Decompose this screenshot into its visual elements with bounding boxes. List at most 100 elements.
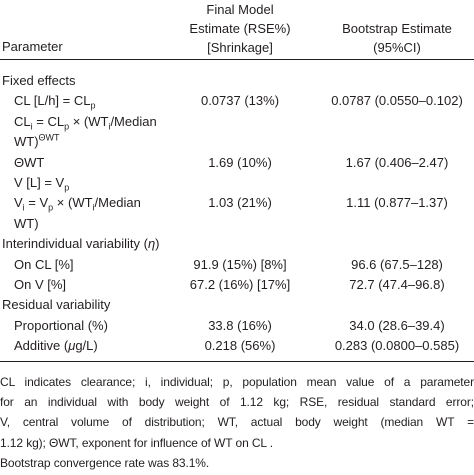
label-text: On V [%] xyxy=(14,277,67,293)
label-sub: p xyxy=(90,101,96,111)
value: 0.283 (0.0800–0.585) xyxy=(334,338,460,354)
value: 96.6 (67.5–128) xyxy=(351,256,443,272)
label-text: WT) xyxy=(14,215,39,231)
label-text: Residual variability xyxy=(2,297,111,313)
footnotes: CL indicates clearance; i, individual; p… xyxy=(0,372,474,473)
label-text: Interindividual variability ( xyxy=(2,236,148,252)
value-cell xyxy=(160,173,320,193)
value-cell xyxy=(320,295,474,315)
row-label: Proportional (%) xyxy=(0,316,160,336)
label-line: Additive (μg/L) xyxy=(14,336,160,356)
label-text: /Median xyxy=(94,195,141,211)
value-cell: 72.7 (47.4–96.8) xyxy=(320,275,474,295)
label-it: μ xyxy=(68,338,76,354)
value-cell: 91.9 (15%) [8%] xyxy=(160,255,320,275)
value: 0.218 (56%) xyxy=(204,338,276,354)
row-label: Residual variability xyxy=(0,295,160,315)
value: 1.03 (21%) xyxy=(208,195,272,211)
value-cell xyxy=(160,112,320,153)
label-line: On CL [%] xyxy=(14,255,160,275)
header-line: Estimate (RSE%) xyxy=(189,21,291,36)
table-row: On V [%] 67.2 (16%) [17%] 72.7 (47.4–96.8) xyxy=(0,275,474,295)
label-sub: p xyxy=(64,182,70,193)
value: 0.0787 (0.0550–0.102) xyxy=(331,93,463,109)
header-cell: Parameter xyxy=(2,39,63,54)
value-cell: 67.2 (16%) [17%] xyxy=(160,275,320,295)
table-row: V [L] = Vp xyxy=(0,173,474,193)
label-line: On V [%] xyxy=(14,275,160,295)
header-line: Bootstrap Estimate xyxy=(342,21,452,36)
value-cell: 1.03 (21%) xyxy=(160,193,320,234)
label-line: Fixed effects xyxy=(2,71,160,91)
label-sub: p xyxy=(48,203,54,214)
value: 1.69 (10%) xyxy=(208,154,272,170)
value: 34.0 (28.6–39.4) xyxy=(349,317,445,333)
value: 0.0737 (13%) xyxy=(200,93,280,109)
label-line: V [L] = Vp xyxy=(14,173,160,193)
label-line: CLi = CLp × (WTi/Median xyxy=(14,112,160,132)
footnote-line: Bootstrap convergence rate was 83.1%. xyxy=(0,455,210,470)
value-cell: 1.69 (10%) xyxy=(160,153,320,173)
footnote-line: V, central volume of distribution; WT, a… xyxy=(0,415,474,430)
value-cell xyxy=(160,71,320,91)
label-line: CL [L/h] = CLp xyxy=(14,91,160,111)
row-label: V [L] = Vp xyxy=(0,173,160,193)
label-text: Additive ( xyxy=(14,338,69,354)
table-row: Additive (μg/L) 0.218 (56%) 0.283 (0.0800–… xyxy=(0,336,474,356)
label-text: × (WT xyxy=(69,113,109,129)
label-text: On CL [%] xyxy=(14,256,74,272)
table-row: Proportional (%) 33.8 (16%) 34.0 (28.6–39.… xyxy=(0,316,474,336)
row-label: Fixed effects xyxy=(0,71,160,91)
label-text: ) xyxy=(155,236,160,252)
header-cell: Bootstrap Estimate (95%CI) xyxy=(320,0,474,59)
section-row: Interindividual variability (η) xyxy=(0,234,474,254)
label-line: Vi = Vp × (WTi/Median xyxy=(14,193,160,213)
section-row: Fixed effects xyxy=(0,71,474,91)
value: 72.7 (47.4–96.8) xyxy=(349,277,445,293)
value-cell xyxy=(320,112,474,153)
label-text: CL xyxy=(14,113,31,129)
label-text: CL [L/h] = CL xyxy=(14,93,91,109)
section-row: Residual variability xyxy=(0,295,474,315)
value-cell xyxy=(320,173,474,193)
header-line: (95%CI) xyxy=(373,40,421,55)
label-text: V [L] = V xyxy=(14,175,65,191)
value-cell: 1.67 (0.406–2.47) xyxy=(320,153,474,173)
label-sub: i xyxy=(30,121,33,132)
label-it: η xyxy=(147,236,156,252)
row-label: Vi = Vp × (WTi/Median WT) xyxy=(0,193,160,234)
value-cell: 34.0 (28.6–39.4) xyxy=(320,316,474,336)
footnote-line: for an individual with body weight of 1.… xyxy=(0,394,474,409)
row-label: Additive (μg/L) xyxy=(0,336,160,356)
label-line: Proportional (%) xyxy=(14,316,160,336)
value-cell xyxy=(320,71,474,91)
value: 1.11 (0.877–1.37) xyxy=(346,195,448,211)
label-text: Fixed effects xyxy=(2,73,76,88)
value: 91.9 (15%) [8%] xyxy=(193,256,287,272)
row-label: Interindividual variability (η) xyxy=(0,234,160,254)
value-cell: 0.0737 (13%) xyxy=(160,91,320,111)
row-label: On V [%] xyxy=(0,275,160,295)
table-row: ΘWT 1.69 (10%) 1.67 (0.406–2.47) xyxy=(0,153,474,173)
footnote-line: CL indicates clearance; i, individual; p… xyxy=(0,374,474,389)
label-text: WT) xyxy=(14,134,39,150)
table-row: CLi = CLp × (WTi/Median WT)ΘWT xyxy=(0,112,474,153)
label-text: = V xyxy=(24,195,49,211)
value-cell xyxy=(160,234,320,254)
header-line: [Shrinkage] xyxy=(207,40,273,55)
label-sub: i xyxy=(108,121,111,132)
label-text: = CL xyxy=(32,113,65,129)
table-row: Vi = Vp × (WTi/Median WT) 1.03 (21%) 1.11 (… xyxy=(0,193,474,234)
label-sub: i xyxy=(22,203,25,214)
row-label: CLi = CLp × (WTi/Median WT)ΘWT xyxy=(0,112,160,153)
label-line: ΘWT xyxy=(14,153,160,173)
label-text: V xyxy=(14,195,23,211)
label-text: g/L) xyxy=(75,338,98,354)
label-text: × (WT xyxy=(53,195,93,211)
table-header: Parameter Final Model Estimate (RSE%) [Shr… xyxy=(0,0,474,60)
label-sup: ΘWT xyxy=(38,132,60,143)
value: 1.67 (0.406–2.47) xyxy=(345,154,449,170)
value-cell: 0.218 (56%) xyxy=(160,336,320,356)
footnote-line: 1.12 kg); ΘWT, exponent for influence of… xyxy=(0,435,274,450)
